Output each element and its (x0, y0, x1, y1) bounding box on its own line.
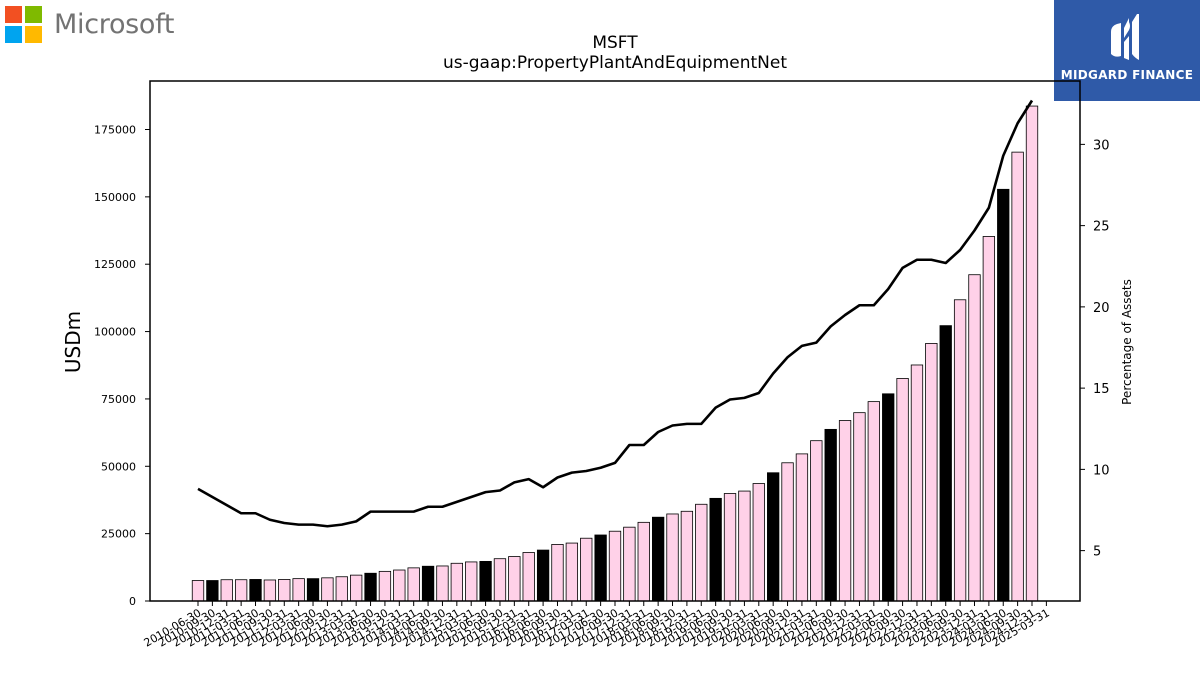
bar-2016-12-31 (565, 542, 579, 602)
bar-2012-09-30 (321, 577, 334, 602)
bar-2011-03-31 (234, 579, 248, 602)
y-axis-label: USDm (61, 311, 85, 373)
logo-square-red (5, 5, 22, 23)
bar-2011-09-30 (263, 579, 277, 602)
bar-2016-09-30 (551, 544, 564, 602)
bar-2021-03-31 (810, 440, 823, 602)
bar-2024-09-30 (1011, 151, 1024, 602)
y-axis-ticks: 0 25000 50000 75000 100000 125000 150000 175000 (94, 123, 150, 608)
bar-2023-06-30 (939, 325, 952, 602)
bar-2017-03-31 (580, 537, 593, 602)
bar-2021-12-31 (853, 412, 866, 602)
bar-2018-06-30 (651, 516, 665, 602)
bar-2020-03-31 (752, 483, 765, 602)
bar-2017-06-30 (594, 534, 607, 602)
bar-2017-12-31 (623, 526, 636, 602)
bar-2014-12-31 (450, 562, 463, 602)
bar-2020-12-31 (795, 453, 809, 602)
bar-2023-03-31 (925, 343, 938, 602)
y2-axis-label: Percentage of Assets (1120, 279, 1134, 405)
bar-2013-03-31 (350, 574, 363, 602)
bar-2018-12-31 (680, 510, 694, 602)
y-tick-label: 0 (129, 595, 136, 608)
y2-axis-ticks: 5 10 15 20 25 30 (1080, 138, 1110, 560)
bar-2024-03-31 (982, 236, 996, 602)
bar-2020-09-30 (781, 462, 794, 602)
bar-2014-09-30 (436, 565, 449, 602)
bar-2017-09-30 (608, 530, 622, 602)
percentage-of-assets-line (197, 99, 1034, 528)
bar-2015-12-31 (508, 556, 521, 602)
bar-2015-09-30 (493, 558, 507, 602)
y2-tick-label: 5 (1093, 545, 1101, 560)
logo-square-blue (5, 25, 22, 43)
bar-2018-03-31 (637, 521, 650, 602)
y2-tick-label: 25 (1093, 220, 1110, 235)
bar-2012-12-31 (335, 576, 348, 602)
y2-tick-label: 15 (1093, 382, 1110, 397)
bar-2011-12-31 (278, 579, 291, 602)
y-tick-label: 25000 (101, 528, 136, 541)
bar-2013-09-30 (378, 570, 392, 602)
bar-2010-12-31 (220, 579, 233, 602)
microsoft-logo: Microsoft (5, 5, 174, 43)
microsoft-squares-icon (5, 5, 42, 43)
bar-2014-03-31 (407, 567, 420, 602)
y2-tick-label: 20 (1093, 301, 1110, 316)
bar-2013-06-30 (364, 572, 377, 602)
y-tick-label: 150000 (94, 191, 136, 204)
bar-2015-03-31 (465, 561, 478, 602)
bar-2019-12-31 (738, 490, 751, 602)
bar-2014-06-30 (421, 565, 435, 602)
bar-2022-06-30 (882, 393, 895, 602)
bar-2011-06-30 (249, 579, 262, 602)
y-tick-label: 75000 (101, 393, 136, 406)
bar-2016-03-31 (522, 552, 535, 602)
bar-2012-06-30 (306, 578, 320, 602)
bar-2018-09-30 (666, 513, 679, 602)
bar-2019-09-30 (723, 493, 737, 602)
bar-2022-12-31 (910, 364, 924, 602)
microsoft-logo-text: Microsoft (54, 8, 175, 40)
bar-2010-06-30 (191, 580, 205, 602)
chart-title: MSFT (592, 33, 638, 53)
bar-2012-03-31 (292, 578, 305, 602)
midgard-finance-text: MIDGARD FINANCE (1060, 68, 1194, 82)
bar-2020-06-30 (767, 472, 780, 602)
y-tick-label: 125000 (94, 258, 136, 271)
x-axis-ticks: 2010-06-302010-09-302010-12-312011-03-31… (142, 601, 1052, 650)
bar-2022-09-30 (896, 378, 909, 602)
bar-2022-03-31 (867, 401, 880, 602)
midgard-mark-icon (1111, 14, 1139, 60)
percentage-line-series (197, 99, 1034, 528)
bar-2019-03-31 (695, 503, 708, 602)
chart-subtitle: us-gaap:PropertyPlantAndEquipmentNet (443, 53, 787, 73)
bar-2021-09-30 (838, 420, 852, 602)
y2-tick-label: 10 (1093, 463, 1110, 478)
bar-series (191, 105, 1039, 602)
y2-tick-label: 30 (1093, 138, 1110, 153)
y-tick-label: 50000 (101, 460, 136, 473)
bar-2015-06-30 (479, 560, 492, 602)
bar-2023-12-31 (968, 274, 981, 602)
bar-2013-12-31 (393, 569, 406, 602)
bar-2019-06-30 (709, 497, 722, 602)
bar-2023-09-30 (953, 299, 967, 602)
y-tick-label: 175000 (94, 123, 136, 136)
bar-2024-12-31 (1025, 105, 1039, 602)
bar-2016-06-30 (536, 549, 550, 602)
logo-square-green (25, 5, 42, 23)
bar-2010-09-30 (206, 580, 219, 602)
bar-2024-06-30 (997, 188, 1010, 602)
y-tick-label: 100000 (94, 326, 136, 339)
logo-square-yellow (25, 25, 42, 43)
bar-2021-06-30 (824, 428, 837, 602)
midgard-finance-logo: MIDGARD FINANCE (1054, 0, 1200, 101)
